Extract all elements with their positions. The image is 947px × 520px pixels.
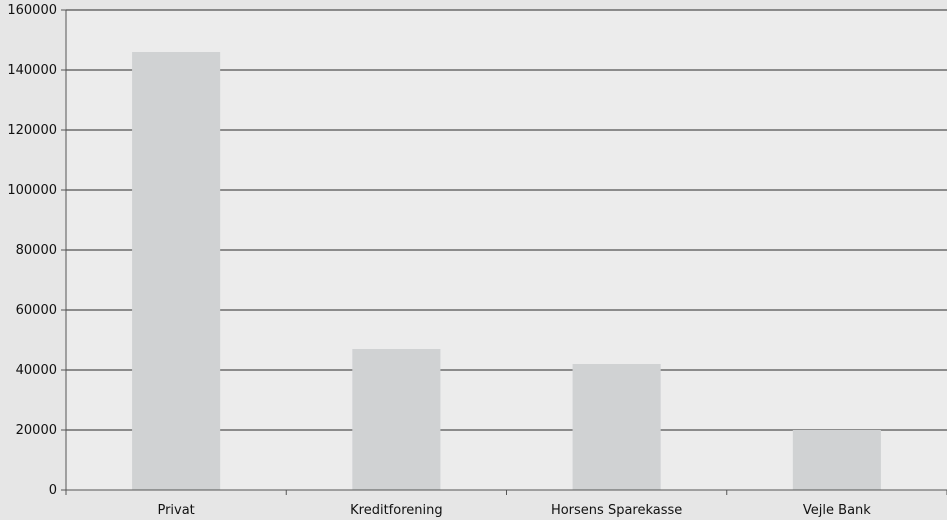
x-tick-label: Privat <box>157 503 194 518</box>
x-tick-label: Kreditforening <box>350 503 442 518</box>
y-tick-label: 0 <box>49 483 57 498</box>
y-tick-label: 20000 <box>16 423 57 438</box>
bar <box>572 364 661 490</box>
y-tick-label: 120000 <box>7 123 57 138</box>
x-tick-label: Horsens Sparekasse <box>551 503 682 518</box>
x-tick-label: Vejle Bank <box>803 503 871 518</box>
y-tick-label: 80000 <box>16 243 57 258</box>
bar <box>352 349 441 490</box>
bar <box>132 52 221 490</box>
y-tick-label: 160000 <box>7 3 57 18</box>
y-tick-label: 60000 <box>16 303 57 318</box>
y-tick-label: 140000 <box>7 63 57 78</box>
bar <box>792 430 881 490</box>
y-tick-label: 40000 <box>16 363 57 378</box>
y-tick-label: 100000 <box>7 183 57 198</box>
